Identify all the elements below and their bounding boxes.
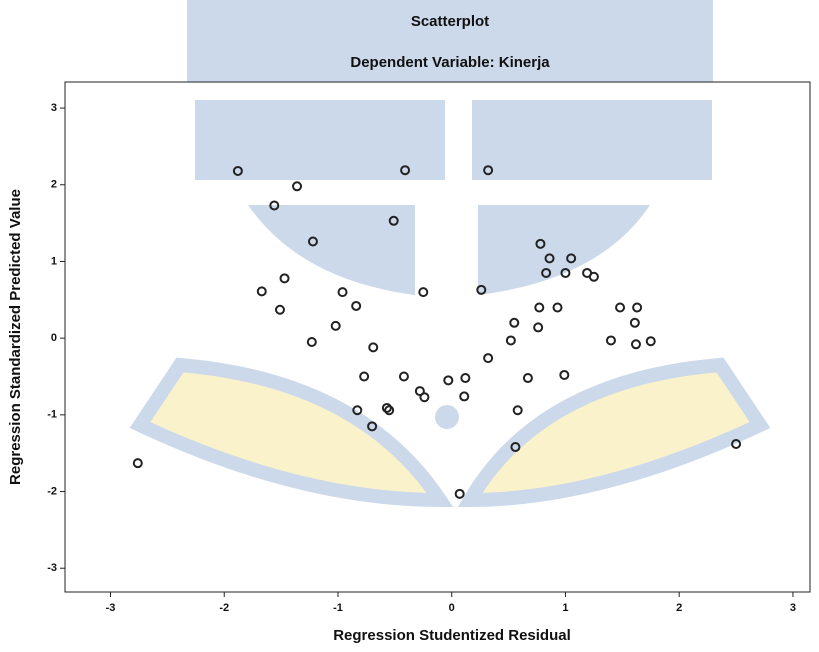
- y-tick-label: -1: [47, 409, 57, 421]
- chart-title: Scatterplot: [411, 13, 489, 30]
- point: [560, 371, 568, 379]
- point: [369, 343, 377, 351]
- watermark-book: [140, 365, 760, 500]
- x-tick-label: 1: [562, 602, 568, 614]
- point: [631, 319, 639, 327]
- point: [590, 273, 598, 281]
- point: [400, 372, 408, 380]
- y-tick-label: 0: [51, 332, 57, 344]
- x-tick-label: -1: [333, 602, 343, 614]
- y-tick-label: 3: [51, 102, 57, 114]
- point: [507, 336, 515, 344]
- point: [524, 374, 532, 382]
- y-tick-label: 2: [51, 179, 57, 191]
- x-axis-title: Regression Studentized Residual: [333, 627, 571, 644]
- point: [276, 306, 284, 314]
- y-tick-label: -2: [47, 485, 57, 497]
- point: [308, 338, 316, 346]
- y-tick-label: 1: [51, 255, 57, 267]
- point: [534, 323, 542, 331]
- point: [444, 376, 452, 384]
- point: [461, 374, 469, 382]
- point: [293, 182, 301, 190]
- point: [460, 392, 468, 400]
- point: [647, 337, 655, 345]
- y-tick-label: -3: [47, 562, 57, 574]
- point: [607, 336, 615, 344]
- point: [420, 393, 428, 401]
- point: [535, 303, 543, 311]
- chart-subtitle: Dependent Variable: Kinerja: [350, 54, 550, 71]
- point: [281, 274, 289, 282]
- point: [484, 354, 492, 362]
- watermark-dot: [435, 405, 459, 429]
- point: [633, 303, 641, 311]
- watermark-shape: [195, 100, 712, 180]
- watermark: [140, 0, 760, 500]
- x-tick-label: 2: [676, 602, 682, 614]
- x-tick-label: -2: [219, 602, 229, 614]
- point: [134, 459, 142, 467]
- chart: Scatterplot Dependent Variable: Kinerja …: [0, 0, 819, 652]
- point: [258, 287, 266, 295]
- point: [510, 319, 518, 327]
- point: [456, 490, 464, 498]
- point: [360, 372, 368, 380]
- point: [352, 302, 360, 310]
- watermark-shape: [248, 205, 650, 295]
- point: [332, 322, 340, 330]
- point: [339, 288, 347, 296]
- point: [514, 406, 522, 414]
- point: [419, 288, 427, 296]
- x-tick-label: 0: [449, 602, 455, 614]
- x-tick-label: -3: [106, 602, 116, 614]
- y-axis-title: Regression Standardized Predicted Value: [7, 189, 24, 485]
- x-tick-label: 3: [790, 602, 796, 614]
- point: [632, 340, 640, 348]
- point: [616, 303, 624, 311]
- point: [553, 303, 561, 311]
